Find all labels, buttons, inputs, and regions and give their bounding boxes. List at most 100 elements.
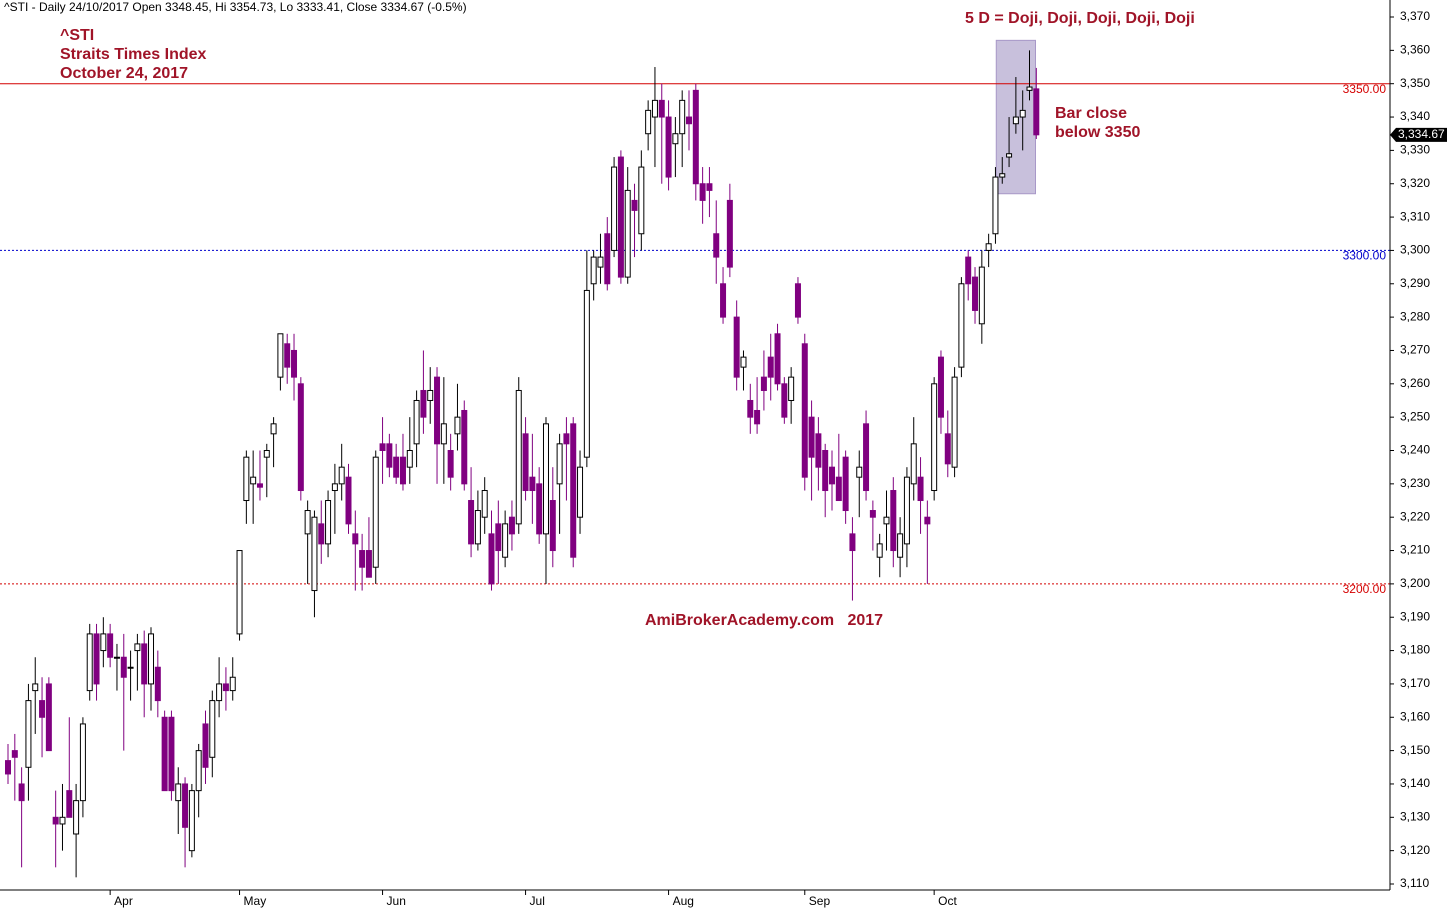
candle-body: [958, 283, 965, 368]
grid-layer: [0, 16, 1394, 895]
candle-body: [406, 450, 413, 468]
candle-body: [161, 716, 168, 792]
candle-body: [195, 750, 202, 792]
y-tick-label: 3,340: [1400, 109, 1430, 123]
candle-body: [277, 333, 284, 378]
candle-body: [291, 349, 298, 378]
candle-body: [86, 633, 93, 692]
candle-body: [808, 416, 815, 458]
candle-body: [331, 483, 338, 492]
candle-body: [617, 156, 624, 278]
y-tick-label: 3,350: [1400, 76, 1430, 90]
candle-body: [822, 450, 829, 492]
candle-body: [338, 466, 345, 485]
candle-body: [590, 256, 597, 285]
last-price-label: 3,334.67: [1398, 127, 1445, 141]
candle-body: [325, 500, 332, 545]
candle-body: [79, 723, 86, 802]
annotation: Straits Times Index: [60, 46, 207, 63]
candle-body: [372, 456, 379, 568]
candle-body: [427, 389, 434, 401]
candle-body: [856, 466, 863, 478]
candle-body: [39, 700, 46, 718]
candle-body: [154, 666, 161, 702]
candle-body: [801, 343, 808, 478]
candle-body: [127, 666, 134, 669]
candle-body: [447, 450, 454, 478]
candle-body: [781, 383, 788, 418]
candle-body: [645, 109, 652, 135]
y-tick-label: 3,240: [1400, 443, 1430, 457]
candle-body: [903, 476, 910, 545]
annotation: ^STI: [60, 27, 94, 44]
candle-body: [297, 383, 304, 492]
y-tick-label: 3,120: [1400, 843, 1430, 857]
candle-body: [992, 176, 999, 235]
candle-body: [740, 356, 747, 368]
y-tick-label: 3,270: [1400, 343, 1430, 357]
candle-body: [440, 423, 447, 445]
candle-body: [222, 683, 229, 692]
candle-body: [1033, 88, 1040, 136]
y-tick-label: 3,370: [1400, 9, 1430, 23]
candle-body: [256, 483, 263, 488]
y-tick-label: 3,140: [1400, 776, 1430, 790]
candle-body: [549, 500, 556, 552]
candle-body: [842, 456, 849, 512]
candle-body: [597, 256, 604, 268]
candle-body: [236, 550, 243, 635]
candle-body: [399, 456, 406, 485]
candle-body: [815, 433, 822, 468]
y-tick-label: 3,290: [1400, 276, 1430, 290]
candle-body: [148, 633, 155, 685]
candle-body: [263, 450, 270, 458]
candle-body: [209, 700, 216, 758]
candle-body: [835, 476, 842, 502]
candle-body: [134, 643, 141, 652]
y-tick-label: 3,360: [1400, 43, 1430, 57]
candle-body: [474, 510, 481, 545]
candle-body: [665, 116, 672, 178]
candle-body: [1026, 86, 1033, 91]
candle-body: [760, 376, 767, 391]
last-price-pointer: [1390, 127, 1447, 142]
candle-body: [175, 783, 182, 802]
candle-body: [767, 356, 774, 378]
candle-body: [972, 276, 979, 311]
candle-body: [829, 466, 836, 485]
candle-body: [284, 343, 291, 368]
candle-body: [413, 399, 420, 445]
candle-body: [93, 633, 100, 685]
candle-body: [1006, 153, 1013, 158]
candle-body: [345, 476, 352, 525]
candle-body: [937, 356, 944, 418]
candle-body: [699, 183, 706, 201]
y-tick-label: 3,300: [1400, 243, 1430, 257]
candle-body: [556, 443, 563, 485]
candle-body: [706, 183, 713, 191]
y-tick-label: 3,180: [1400, 643, 1430, 657]
y-tick-label: 3,250: [1400, 409, 1430, 423]
candle-body: [25, 700, 32, 768]
candle-body: [468, 500, 475, 545]
candle-body: [672, 133, 679, 145]
candle-body: [924, 516, 931, 525]
candle-body: [515, 389, 522, 525]
candle-body: [863, 423, 870, 492]
candle-body: [141, 643, 148, 685]
candle-body: [318, 523, 325, 545]
candle-body: [393, 456, 400, 478]
y-tick-label: 3,220: [1400, 509, 1430, 523]
candle-body: [733, 316, 740, 378]
marks-layer: [5, 50, 1040, 878]
candle-body: [965, 256, 972, 285]
candle-body: [488, 533, 495, 585]
candle-body: [52, 816, 59, 825]
candle-body: [107, 633, 114, 658]
candle-body: [713, 233, 720, 258]
y-tick-label: 3,310: [1400, 209, 1430, 223]
candle-body: [747, 399, 754, 418]
reference-label: 3300.00: [1343, 249, 1387, 263]
candle-body: [168, 716, 175, 792]
